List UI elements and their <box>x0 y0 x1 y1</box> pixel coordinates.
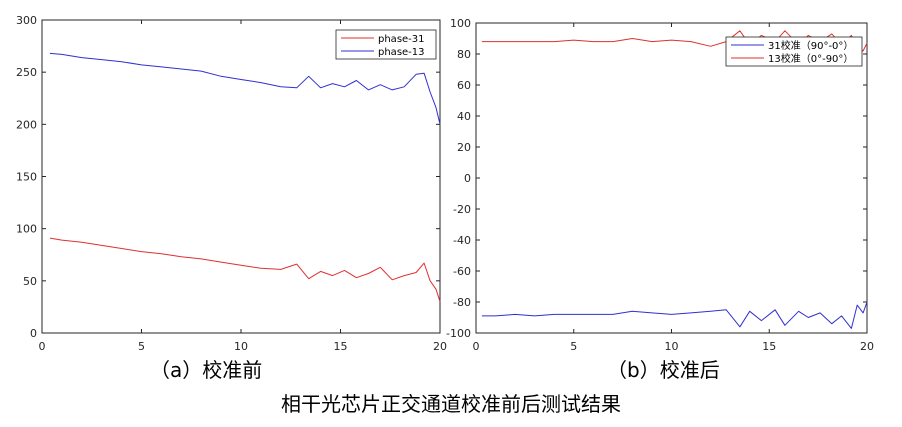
y-tick-label: 60 <box>457 79 471 92</box>
y-tick-label: 20 <box>457 141 471 154</box>
y-tick-label: 0 <box>30 327 37 340</box>
legend-box <box>335 29 437 60</box>
series-line-2 <box>49 52 441 125</box>
legend-label-1: phase-31 <box>378 34 425 45</box>
chart-a: 0 5 10 15 20050100150200250300phase-31phase-… <box>16 14 447 353</box>
y-tick-label: 100 <box>16 223 37 236</box>
series-line-1 <box>481 301 868 329</box>
series-line-1 <box>49 237 441 302</box>
x-tick-label: 10 <box>234 340 248 353</box>
chart-b: 0 5 10 15 20 -100 -80 -60 -40 -20 0 20 40 60 80 100 31校准… <box>446 17 874 353</box>
legend-label-2: 13校准（0°-90°） <box>768 52 853 65</box>
y-tick-label: -20 <box>453 203 471 216</box>
y-tick-label: -100 <box>446 327 471 340</box>
legend-box <box>725 36 863 67</box>
x-tick-label: 15 <box>334 340 348 353</box>
legend-label-2: phase-13 <box>378 47 425 58</box>
caption-a: （a）校准前 <box>150 358 263 382</box>
y-tick-label: 300 <box>16 14 37 27</box>
y-tick-label: -60 <box>453 265 471 278</box>
x-tick-label: 20 <box>860 340 874 353</box>
x-tick-label: 5 <box>138 340 145 353</box>
caption-b: （b）校准后 <box>607 358 720 382</box>
x-tick-label: 10 <box>665 340 679 353</box>
legend: phase-31 phase-13 <box>335 29 437 60</box>
y-tick-label: 80 <box>457 48 471 61</box>
figure: 0 5 10 15 20050100150200250300phase-31phase-… <box>16 14 874 353</box>
x-tick-label: 20 <box>433 340 447 353</box>
x-tick-label: 0 <box>473 340 480 353</box>
legend-label-1: 31校准（90°-0°） <box>768 39 853 52</box>
y-tick-label: 200 <box>16 118 37 131</box>
plot-area <box>475 22 868 334</box>
y-tick-label: 0 <box>464 172 471 185</box>
x-tick-label: 5 <box>570 340 577 353</box>
y-tick-label: 50 <box>23 275 37 288</box>
legend: 31校准（90°-0°）13校准（0°-90°） <box>725 36 863 67</box>
figure-caption: 相干光芯片正交通道校准前后测试结果 <box>281 392 621 416</box>
y-tick-label: 40 <box>457 110 471 123</box>
y-tick-label: -80 <box>453 296 471 309</box>
y-tick-label: 150 <box>16 171 37 184</box>
x-tick-label: 0 <box>39 340 46 353</box>
y-tick-label: -40 <box>453 234 471 247</box>
plot-area <box>41 19 441 334</box>
y-tick-label: 100 <box>450 17 471 30</box>
y-tick-label: 250 <box>16 66 37 79</box>
x-tick-label: 15 <box>762 340 776 353</box>
